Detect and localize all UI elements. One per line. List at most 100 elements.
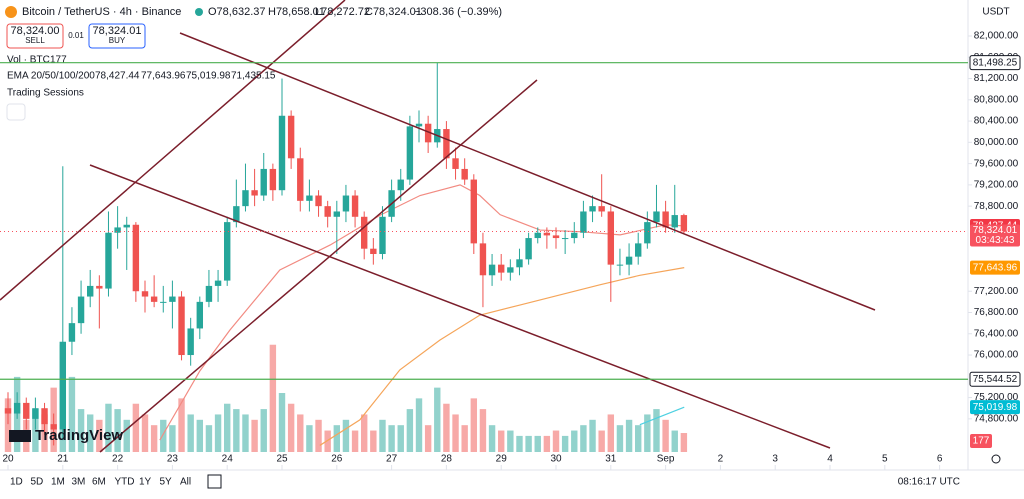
y-tick-label: 82,000.00	[974, 31, 1019, 42]
volume-bar	[580, 425, 587, 452]
x-tick-label: 28	[441, 454, 453, 465]
range-button[interactable]: 3M	[72, 477, 86, 488]
candle-body	[315, 195, 322, 207]
candle-body	[287, 115, 295, 159]
candle-body	[589, 206, 596, 212]
trend-line	[99, 79, 538, 453]
candle-body	[141, 291, 149, 297]
buy-button[interactable]	[88, 23, 146, 49]
volume-bar	[105, 403, 112, 452]
volume-bar	[342, 419, 350, 452]
candle-body	[680, 215, 688, 232]
volume-bar	[224, 403, 231, 452]
candle-body	[224, 222, 231, 281]
range-button[interactable]: 1Y	[139, 477, 152, 488]
candle-body	[196, 301, 204, 329]
ohlc: C78,324.01	[365, 6, 422, 18]
price-tag-label: 75,544.52	[973, 374, 1018, 385]
volume-legend-value: 177	[50, 55, 67, 66]
settings-icon[interactable]	[991, 454, 1001, 464]
y-tick-label: 76,400.00	[974, 328, 1019, 339]
volume-bar	[114, 409, 121, 452]
volume-bar	[315, 419, 322, 452]
volume-bar	[278, 393, 286, 452]
ohlc: O78,632.37	[208, 6, 266, 18]
volume-tag-label: 177	[973, 436, 990, 447]
candle-body	[607, 211, 615, 265]
range-button[interactable]: YTD	[115, 477, 135, 488]
candle-body	[379, 216, 386, 255]
candle-body	[653, 211, 660, 223]
buy-label: BUY	[109, 36, 126, 45]
volume-bar	[251, 419, 258, 452]
candle-body	[671, 215, 678, 228]
price-tag	[970, 260, 1020, 275]
volume-bar	[525, 435, 532, 452]
collapse-button[interactable]	[6, 103, 26, 121]
volume-bar	[233, 409, 240, 452]
sessions: Trading Sessions	[7, 88, 84, 99]
candle-body	[41, 408, 48, 425]
plot-area	[4, 62, 688, 452]
candle-body	[23, 402, 30, 419]
volume-bar	[32, 409, 39, 452]
status-dot	[195, 8, 203, 16]
volume-bar	[607, 414, 615, 452]
candle-body	[361, 216, 368, 249]
candle-body	[415, 123, 423, 127]
volume-bar	[424, 425, 432, 452]
volume-bar	[507, 430, 514, 452]
candle-body	[59, 341, 67, 430]
price-tag	[970, 224, 1020, 247]
currency[interactable]: USDT	[982, 7, 1009, 18]
volume-bar	[680, 433, 688, 452]
candle-body	[333, 211, 341, 217]
volume-bar	[498, 430, 505, 452]
y-tick-label: 80,400.00	[974, 116, 1019, 127]
range-button[interactable]: 5Y	[160, 477, 173, 488]
candle-body	[4, 408, 12, 414]
price-tag-label: 78,324.01	[973, 225, 1018, 236]
candle-body	[205, 285, 213, 302]
range-button[interactable]: All	[180, 477, 191, 488]
price-tag-label: 81,498.25	[973, 57, 1018, 68]
x-tick-label: Sep	[657, 454, 675, 465]
volume-bar	[4, 398, 12, 452]
volume-legend: Vol · BTC	[7, 55, 50, 66]
range-button[interactable]: 1M	[51, 477, 65, 488]
candle-body	[635, 243, 642, 257]
volume-bar	[77, 409, 85, 452]
volume-bar	[388, 425, 395, 452]
y-tick-label: 78,800.00	[974, 201, 1019, 212]
trend-line	[0, 0, 346, 301]
candle-body	[397, 179, 404, 191]
candle-body	[68, 323, 76, 342]
trend-line	[179, 32, 876, 311]
sell-button[interactable]	[6, 23, 64, 49]
candle-body	[96, 285, 103, 289]
price-tag	[969, 55, 1021, 71]
volume-bar	[479, 409, 487, 452]
candle-body	[461, 168, 468, 180]
candle-body	[50, 424, 57, 430]
x-tick-label: 3	[772, 454, 778, 465]
volume-bar	[561, 435, 569, 452]
sell-label: SELL	[25, 36, 45, 45]
volume-bar	[370, 430, 377, 452]
range-button[interactable]: 6M	[92, 477, 106, 488]
x-tick-label: 22	[112, 454, 124, 465]
range-button[interactable]: 1D	[10, 477, 23, 488]
range-button[interactable]: 5D	[31, 477, 44, 488]
candle-body	[214, 280, 222, 286]
y-tick-label: 81,200.00	[974, 73, 1019, 84]
ema-value: 75,019.98	[186, 71, 231, 82]
volume-bar	[452, 414, 459, 452]
volume-bar	[488, 425, 496, 452]
candle-body	[187, 328, 194, 356]
x-tick-label: 5	[882, 454, 888, 465]
date-range-icon[interactable]	[207, 474, 222, 489]
candle-body	[424, 123, 432, 143]
x-tick-label: 26	[331, 454, 343, 465]
volume-bar	[141, 414, 149, 452]
x-tick-label: 27	[386, 454, 398, 465]
